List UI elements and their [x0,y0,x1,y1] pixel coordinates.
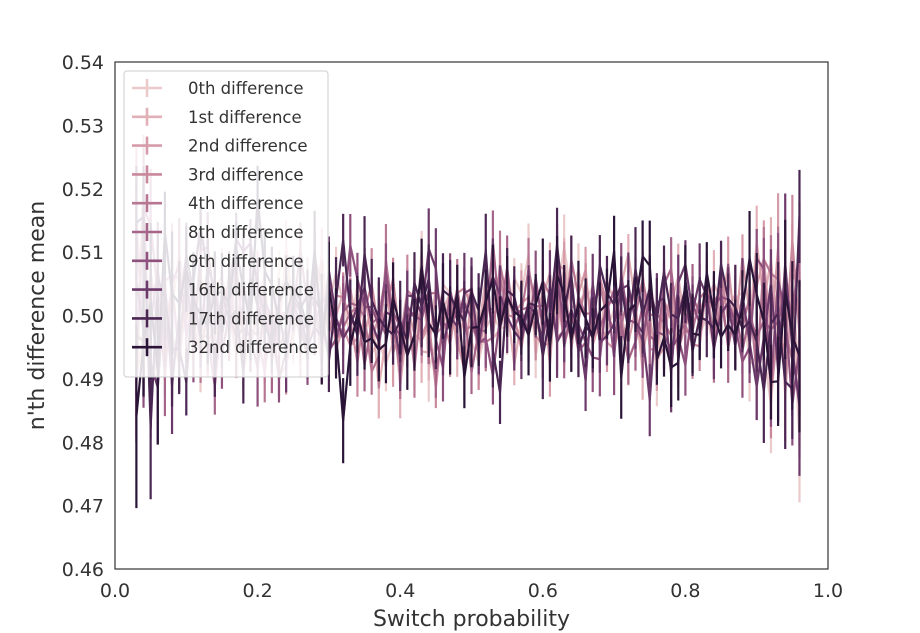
legend-label: 32nd difference [188,338,318,357]
legend-item: 17th difference [132,309,314,328]
legend-item: 1st difference [132,107,302,127]
y-tick-label: 0.49 [62,369,104,391]
x-tick-label: 0.6 [528,580,558,602]
legend-label: 4th difference [188,194,304,213]
legend-box [123,70,329,378]
y-tick-label: 0.51 [62,242,104,264]
x-tick-label: 0.4 [385,580,415,602]
legend-item: 32nd difference [132,338,318,357]
legend: 0th difference 1st difference 2nd differen… [123,70,329,378]
y-tick-label: 0.46 [62,559,104,581]
legend-label: 17th difference [188,309,314,328]
y-tick-label: 0.54 [62,52,104,74]
x-axis-label: Switch probability [373,607,570,632]
legend-label: 3rd difference [188,165,304,184]
legend-item: 3rd difference [132,165,304,184]
x-tick-label: 0.8 [670,580,700,602]
y-tick-label: 0.50 [62,306,104,328]
legend-label: 1st difference [188,108,302,127]
legend-label: 16th difference [188,281,314,300]
legend-label: 8th difference [188,223,304,242]
legend-item: 8th difference [132,223,304,242]
legend-item: 16th difference [132,280,314,300]
legend-item: 9th difference [132,252,304,271]
legend-item: 0th difference [132,79,304,98]
legend-item: 4th difference [132,194,304,213]
y-tick-label: 0.47 [62,496,104,518]
x-tick-label: 1.0 [813,580,843,602]
legend-label: 2nd difference [188,137,308,156]
y-tick-label: 0.53 [62,115,104,137]
y-axis-label: n'th difference mean [25,201,50,430]
plot-frame [114,61,829,570]
y-tick-label: 0.52 [62,179,104,201]
x-tick-label: 0.2 [242,580,272,602]
legend-label: 0th difference [188,79,304,98]
ticks-layer: 0.0 0.2 0.4 0.6 0.8 1.0 0.46 0.47 0.48 0.49 0.50 0.… [62,52,843,602]
legend-label: 9th difference [188,252,304,271]
y-tick-label: 0.48 [62,432,104,454]
x-tick-label: 0.0 [100,580,130,602]
legend-item: 2nd difference [132,136,308,156]
